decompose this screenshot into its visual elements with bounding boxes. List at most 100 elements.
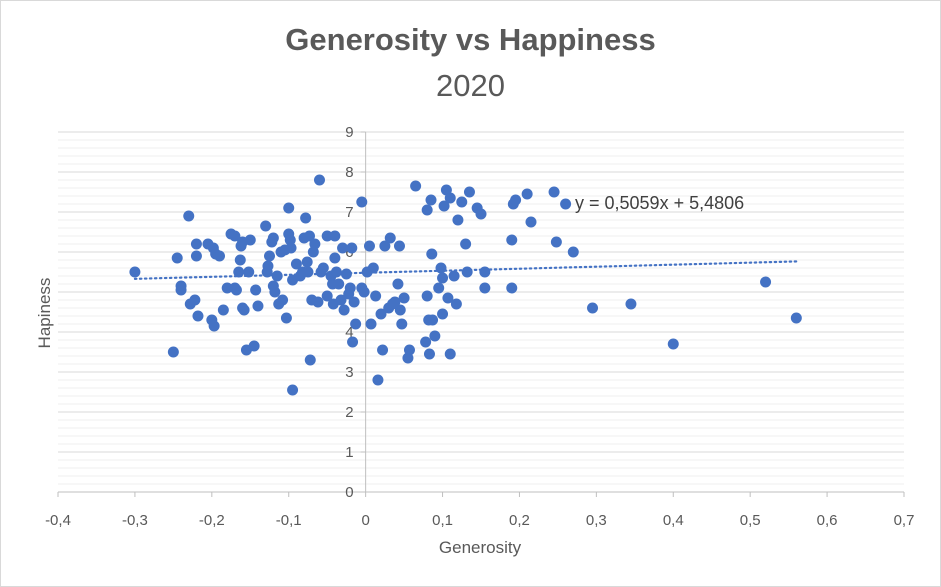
data-point xyxy=(321,230,333,242)
data-point xyxy=(444,192,456,204)
data-point xyxy=(189,294,201,306)
data-point xyxy=(248,340,260,352)
data-point xyxy=(427,314,439,326)
data-point xyxy=(479,266,491,278)
data-point xyxy=(309,238,321,250)
data-point xyxy=(433,282,445,294)
data-point xyxy=(277,294,289,306)
data-point xyxy=(420,336,432,348)
data-point xyxy=(550,236,562,248)
data-point xyxy=(384,232,396,244)
data-point xyxy=(329,230,341,242)
data-points xyxy=(129,174,802,396)
data-point xyxy=(344,282,356,294)
data-point xyxy=(303,230,315,242)
chart-title: Generosity vs Happiness xyxy=(285,22,656,57)
y-tick-label: 1 xyxy=(345,444,353,461)
data-point xyxy=(321,290,333,302)
data-point xyxy=(347,336,359,348)
x-tick-label: 0,4 xyxy=(663,512,684,529)
data-point xyxy=(333,278,345,290)
data-point xyxy=(396,318,408,330)
data-point xyxy=(214,250,226,262)
x-tick-label: 0,1 xyxy=(432,512,453,529)
data-point xyxy=(463,186,475,198)
y-tick-label: 2 xyxy=(345,404,353,421)
data-point xyxy=(510,194,522,206)
data-point xyxy=(367,262,379,274)
data-point xyxy=(398,292,410,304)
data-point xyxy=(304,354,316,366)
data-point xyxy=(350,318,362,330)
data-point xyxy=(171,252,183,264)
data-point xyxy=(302,266,314,278)
data-point xyxy=(346,242,358,254)
data-point xyxy=(238,304,250,316)
data-point xyxy=(423,348,435,360)
y-tick-label: 9 xyxy=(345,124,353,141)
data-point xyxy=(356,196,368,208)
x-tick-label: 0,7 xyxy=(894,512,915,529)
data-point xyxy=(460,238,472,250)
data-point xyxy=(429,330,441,342)
data-point xyxy=(506,282,518,294)
data-point xyxy=(190,250,202,262)
data-point xyxy=(548,186,560,198)
data-point xyxy=(283,202,295,214)
x-tick-label: 0 xyxy=(361,512,369,529)
data-point xyxy=(379,240,391,252)
trendline-equation: y = 0,5059x + 5,4806 xyxy=(575,193,744,213)
data-point xyxy=(264,250,275,262)
data-point xyxy=(760,276,772,288)
data-point xyxy=(234,254,246,266)
data-point xyxy=(437,308,449,320)
data-point xyxy=(461,266,473,278)
data-point xyxy=(456,196,468,208)
data-point xyxy=(377,344,389,356)
y-tick-label: 0 xyxy=(345,484,353,501)
data-point xyxy=(365,318,377,330)
data-point xyxy=(129,266,141,278)
x-tick-label: 0,3 xyxy=(586,512,607,529)
y-tick-label: 4 xyxy=(345,324,353,341)
data-point xyxy=(267,232,279,244)
data-point xyxy=(479,282,491,294)
data-point xyxy=(233,266,245,278)
data-point xyxy=(393,240,405,252)
data-point xyxy=(280,312,292,324)
y-axis-label: Hapiness xyxy=(35,278,54,349)
data-point xyxy=(183,210,195,222)
data-point xyxy=(421,290,433,302)
data-point xyxy=(521,188,533,200)
chart-subtitle: 2020 xyxy=(436,68,505,103)
x-tick-label: 0,6 xyxy=(817,512,838,529)
data-point xyxy=(338,304,350,316)
gridlines xyxy=(58,131,904,493)
data-point xyxy=(260,220,272,232)
x-tick-label: -0,1 xyxy=(276,512,302,529)
data-point xyxy=(244,234,256,246)
y-tick-label: 3 xyxy=(345,364,353,381)
y-tick-label: 7 xyxy=(345,204,353,221)
data-point xyxy=(340,268,352,280)
data-point xyxy=(230,284,242,296)
data-point xyxy=(525,216,537,228)
data-point xyxy=(250,284,262,296)
data-point xyxy=(506,234,518,246)
x-tick-label: 0,2 xyxy=(509,512,530,529)
data-point xyxy=(667,338,679,350)
data-point xyxy=(287,384,299,396)
data-point xyxy=(262,260,274,272)
data-point xyxy=(421,204,433,216)
y-tick-label: 8 xyxy=(345,164,353,181)
data-point xyxy=(425,194,437,206)
data-point xyxy=(410,180,422,192)
data-point xyxy=(208,320,220,332)
data-point xyxy=(167,346,179,358)
data-point xyxy=(243,266,255,278)
data-point xyxy=(452,214,464,226)
data-point xyxy=(448,270,460,282)
data-point xyxy=(790,312,802,324)
